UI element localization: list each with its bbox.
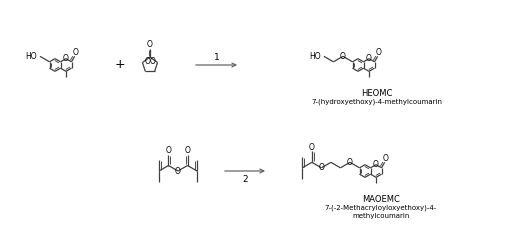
Text: O: O <box>373 160 379 169</box>
Text: HO: HO <box>25 52 37 61</box>
Text: O: O <box>340 52 346 61</box>
Text: 2: 2 <box>242 175 248 184</box>
Text: O: O <box>319 163 324 172</box>
Text: +: + <box>114 59 125 71</box>
Text: O: O <box>73 48 78 57</box>
Text: 7-(hydroxyethoxy)-4-methylcoumarin: 7-(hydroxyethoxy)-4-methylcoumarin <box>312 99 443 105</box>
Text: O: O <box>366 54 372 63</box>
Text: O: O <box>147 40 153 49</box>
Text: O: O <box>63 54 69 63</box>
Text: O: O <box>145 57 151 66</box>
Text: O: O <box>149 57 155 66</box>
Text: methylcoumarin: methylcoumarin <box>352 213 410 219</box>
Text: O: O <box>309 143 315 152</box>
Text: 7-(-2-Methacryloyloxyethoxy)-4-: 7-(-2-Methacryloyloxyethoxy)-4- <box>325 205 437 211</box>
Text: O: O <box>165 146 171 155</box>
Text: O: O <box>383 154 388 163</box>
Text: HEOMC: HEOMC <box>361 88 393 97</box>
Text: O: O <box>175 166 181 175</box>
Text: MAOEMC: MAOEMC <box>362 194 400 203</box>
Text: HO: HO <box>310 52 321 61</box>
Text: O: O <box>347 158 353 167</box>
Text: O: O <box>376 48 382 57</box>
Text: 1: 1 <box>214 52 219 61</box>
Text: O: O <box>184 146 190 155</box>
